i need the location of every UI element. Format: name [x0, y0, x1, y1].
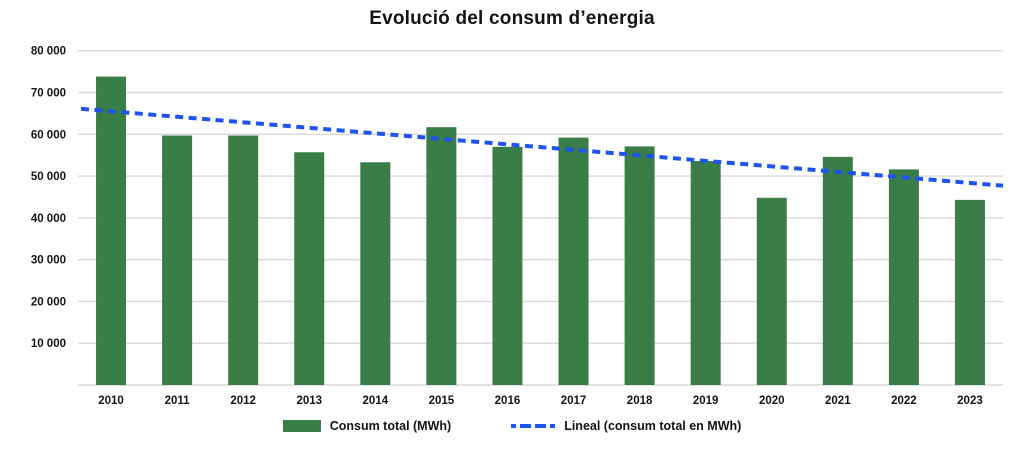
x-tick-label-2019: 2019: [693, 395, 719, 407]
x-tick-label-2018: 2018: [627, 395, 653, 407]
y-tick-label-20000: 20 000: [31, 296, 66, 308]
bar-2016: [492, 146, 523, 385]
x-tick-label-2011: 2011: [165, 395, 191, 407]
x-tick-label-2023: 2023: [957, 395, 983, 407]
y-tick-label-10000: 10 000: [31, 338, 66, 350]
bar-2010: [96, 76, 127, 386]
x-tick-label-2013: 2013: [296, 395, 322, 407]
trendline: [80, 106, 1004, 188]
y-tick-label-30000: 30 000: [31, 255, 66, 267]
x-tick-label-2012: 2012: [230, 395, 256, 407]
bar-2020: [756, 197, 787, 385]
x-tick-label-2015: 2015: [429, 395, 455, 407]
x-tick-label-2017: 2017: [561, 395, 587, 407]
bar-2015: [426, 127, 457, 385]
bar-2021: [822, 156, 853, 385]
y-tick-label-80000: 80 000: [31, 46, 66, 58]
bar-2012: [228, 135, 259, 385]
bar-2017: [558, 137, 589, 385]
bar-2018: [624, 146, 655, 385]
legend-item-consum-total: Consum total (MWh): [282, 419, 452, 433]
legend-label-lineal: Lineal (consum total en MWh): [564, 419, 742, 433]
y-tick-label-60000: 60 000: [31, 129, 66, 141]
x-tick-label-2016: 2016: [495, 395, 521, 407]
chart-plot-area: 80 000 70 000 60 000 50 000 40 000 30 000 20 0…: [31, 46, 1004, 407]
x-tick-label-2014: 2014: [363, 395, 389, 407]
x-tick-label-2020: 2020: [759, 395, 785, 407]
y-tick-label-70000: 70 000: [31, 87, 66, 99]
bar-2011: [162, 135, 193, 385]
bar-2023: [954, 199, 985, 385]
x-tick-label-2021: 2021: [825, 395, 851, 407]
x-tick-label-2022: 2022: [891, 395, 917, 407]
bar-2013: [294, 152, 325, 385]
bar-series-swatch: [282, 420, 321, 432]
legend-item-lineal: Lineal (consum total en MWh): [511, 419, 741, 433]
bar-2022: [888, 169, 919, 385]
bar-2019: [690, 161, 721, 385]
trendline-swatch: [511, 424, 556, 428]
bar-2014: [360, 162, 391, 385]
legend-label-consum-total: Consum total (MWh): [329, 419, 452, 433]
chart-title: Evolució del consum d’energia: [369, 8, 655, 29]
x-tick-label-2010: 2010: [98, 395, 124, 407]
y-tick-label-50000: 50 000: [31, 171, 66, 183]
y-tick-label-40000: 40 000: [31, 213, 66, 225]
chart-legend: Consum total (MWh) Lineal (consum total …: [0, 419, 1024, 433]
